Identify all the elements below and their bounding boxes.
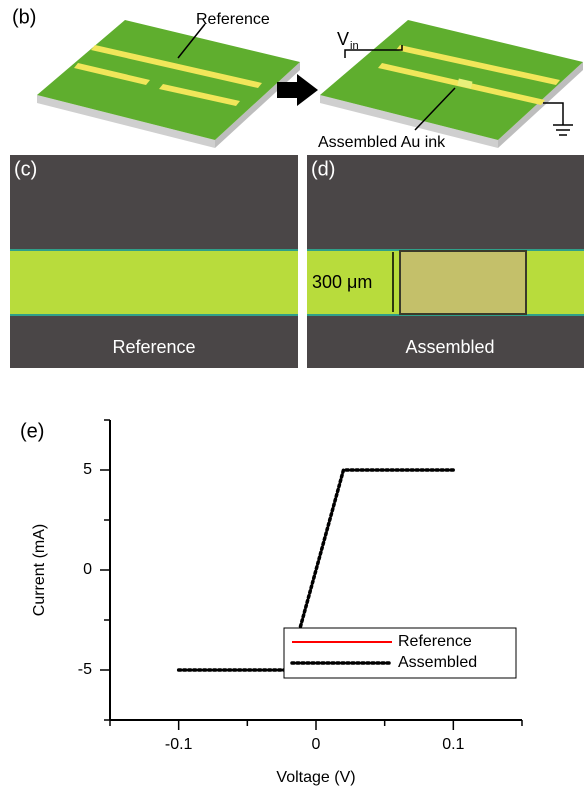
- panel-c: (c) Reference: [10, 155, 298, 368]
- voltage-symbol: V: [337, 29, 349, 49]
- annotation: Reference: [196, 11, 270, 28]
- panel-b: (b) Reference V in Assembled Au ink: [12, 6, 583, 151]
- x-tick-label: 0: [312, 736, 321, 753]
- figure: (b) Reference V in Assembled Au ink (c) …: [0, 0, 584, 791]
- panel-e: (e) Voltage (V) Current (mA) -5 0 5 -0.1 0 0.…: [20, 420, 522, 786]
- y-tick-label: 5: [83, 461, 92, 478]
- panel-d: (d) 300 μm Assembled: [307, 155, 584, 368]
- panel-label: (d): [311, 158, 335, 180]
- voltage-subscript: in: [350, 40, 359, 52]
- caption: Reference: [112, 337, 195, 357]
- wire: [543, 103, 563, 125]
- caption: Assembled: [405, 337, 494, 357]
- y-tick-label: -5: [78, 661, 92, 678]
- annotation: Assembled Au ink: [318, 134, 446, 151]
- y-tick-label: 0: [83, 561, 92, 578]
- y-axis-label: Current (mA): [31, 524, 48, 616]
- panel-label: (c): [14, 158, 37, 180]
- assembled-ink-image: [400, 251, 526, 314]
- legend-label: Reference: [398, 633, 472, 650]
- x-axis-label: Voltage (V): [276, 769, 355, 786]
- panel-label: (e): [20, 420, 44, 442]
- scale-label: 300 μm: [312, 272, 372, 292]
- x-tick-label: -0.1: [165, 736, 193, 753]
- x-tick-label: 0.1: [442, 736, 464, 753]
- legend-label: Assembled: [398, 654, 477, 671]
- panel-label: (b): [12, 6, 36, 28]
- electrode-image: [10, 250, 298, 315]
- slab: [37, 20, 300, 140]
